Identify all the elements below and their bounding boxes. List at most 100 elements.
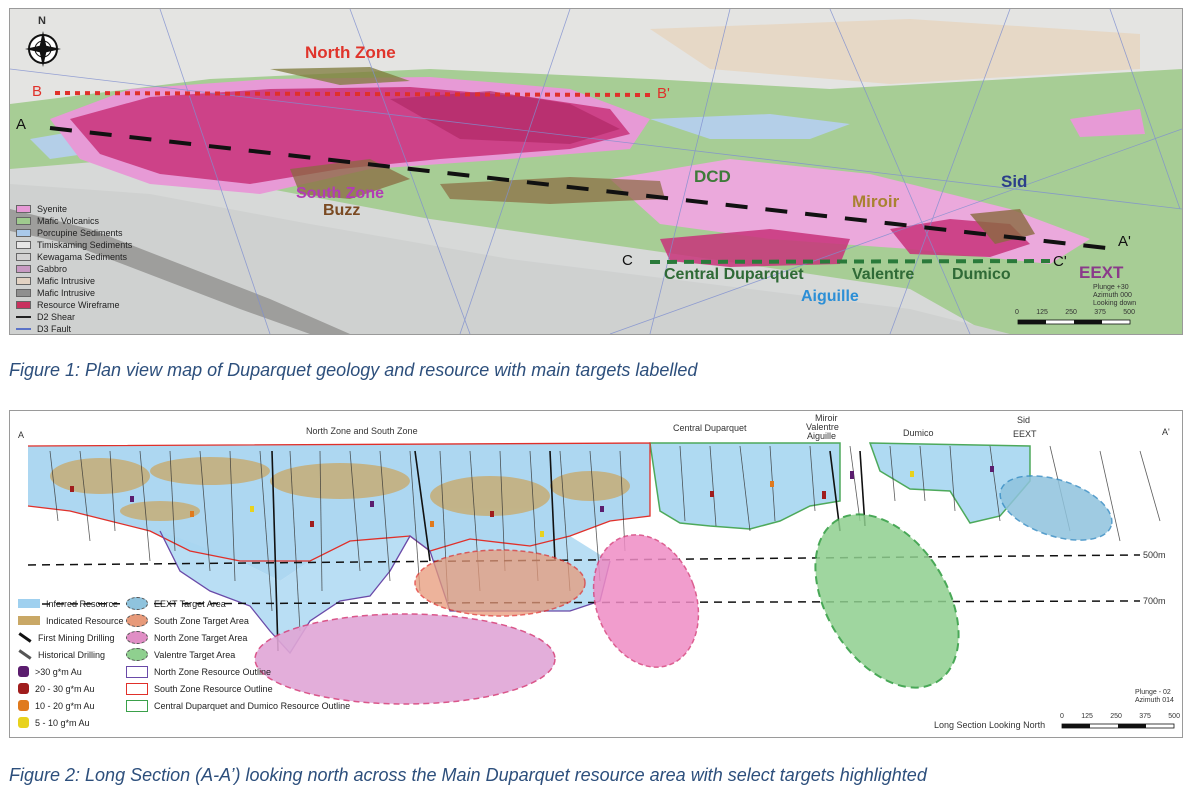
legend-item: Central Duparquet and Dumico Resource Ou… <box>126 697 350 714</box>
legend-swatch <box>18 616 40 625</box>
scale-bar <box>1017 319 1131 325</box>
section-label-b-prime: B' <box>657 85 670 102</box>
target-label-dcd: DCD <box>694 167 731 186</box>
resource-legend: Inferred Resource Indicated Resource First… <box>18 595 124 731</box>
target-label-dumico: Dumico <box>952 266 1011 283</box>
legend-swatch <box>18 649 32 660</box>
legend-swatch <box>126 699 148 712</box>
section-end-right: A' <box>1162 427 1170 437</box>
legend-item: Historical Drilling <box>18 646 124 663</box>
legend-item: Inferred Resource <box>18 595 124 612</box>
legend-item: Gabbro <box>16 263 132 275</box>
legend-label: Historical Drilling <box>38 649 106 660</box>
area-label-dumico: Dumico <box>903 428 934 438</box>
legend-label: Porcupine Sediments <box>37 228 123 238</box>
target-label-miroir: Miroir <box>852 192 900 211</box>
legend-swatch <box>18 683 29 694</box>
legend-swatch <box>16 301 31 309</box>
legend-item: Resource Wireframe <box>16 299 132 311</box>
legend-swatch <box>16 253 31 261</box>
target-label-valentre: Valentre <box>852 266 915 283</box>
legend-item: North Zone Resource Outline <box>126 663 350 680</box>
legend-item: 5 - 10 g*m Au <box>18 714 124 731</box>
legend-label: South Zone Target Area <box>154 615 249 626</box>
legend-label: Timiskaming Sediments <box>37 240 133 250</box>
legend-item: Kewagama Sediments <box>16 251 132 263</box>
legend-label: Indicated Resource <box>46 615 124 626</box>
legend-swatch <box>16 277 31 285</box>
legend-swatch <box>126 614 148 627</box>
legend-swatch <box>18 599 40 608</box>
section-plunge-note: Plunge - 02 Azimuth 014 <box>1135 689 1174 704</box>
target-label-aiguille: Aiguille <box>801 288 859 305</box>
north-arrow-icon <box>25 31 61 67</box>
section-label-a-prime: A' <box>1118 233 1131 250</box>
legend-label: 10 - 20 g*m Au <box>35 700 95 711</box>
legend-swatch <box>18 700 29 711</box>
legend-label: 5 - 10 g*m Au <box>35 717 90 728</box>
legend-label: D2 Shear <box>37 312 76 322</box>
legend-label: North Zone Resource Outline <box>154 666 272 677</box>
area-label-miroir: Miroir <box>815 413 838 423</box>
legend-item: EEXT Target Area <box>126 595 350 612</box>
legend-item: Porcupine Sediments <box>16 227 132 239</box>
legend-swatch <box>16 328 31 330</box>
legend-item: Mafic Intrusive <box>16 275 132 287</box>
legend-item: Timiskaming Sediments <box>16 239 132 251</box>
legend-item: South Zone Resource Outline <box>126 680 350 697</box>
area-label-sid: Sid <box>1017 415 1031 425</box>
area-label-central-duparquet: Central Duparquet <box>673 423 747 433</box>
section-label-a: A <box>16 116 27 133</box>
legend-label: Kewagama Sediments <box>37 252 128 262</box>
section-scale-bar <box>1061 723 1175 729</box>
legend-swatch <box>16 289 31 297</box>
legend-item: D2 Shear <box>16 311 132 323</box>
long-section: A A' North Zone and South Zone Central D… <box>9 410 1183 738</box>
legend-label: >30 g*m Au <box>35 666 82 677</box>
legend-swatch <box>126 597 148 610</box>
area-label-aiguille: Aiguille <box>807 431 837 441</box>
target-label-eext: EEXT <box>1079 263 1124 282</box>
legend-swatch <box>16 229 31 237</box>
legend-swatch <box>16 217 31 225</box>
legend-label: EEXT Target Area <box>154 598 226 609</box>
legend-label: First Mining Drilling <box>38 632 115 643</box>
legend-label: Resource Wireframe <box>37 300 120 310</box>
legend-item: Mafic Intrusive <box>16 287 132 299</box>
depth-label-700: 700m <box>1143 596 1166 606</box>
legend-label: 20 - 30 g*m Au <box>35 683 95 694</box>
geology-legend: Syenite Mafic Volcanics Porcupine Sediment… <box>16 203 132 334</box>
section-label-c-prime: C' <box>1053 253 1067 270</box>
legend-swatch <box>16 316 31 318</box>
legend-item: Syenite <box>16 203 132 215</box>
section-label-b: B <box>32 83 43 100</box>
legend-label: North Zone Target Area <box>154 632 248 643</box>
figure1-caption: Figure 1: Plan view map of Duparquet geo… <box>9 360 698 380</box>
target-label-sid: Sid <box>1001 172 1028 191</box>
legend-label: Central Duparquet and Dumico Resource Ou… <box>154 700 351 711</box>
scale-ticks: 0 125 250 375 500 <box>1015 309 1135 316</box>
plan-view-map: N North Zone South Zone Buzz DCD Miroir … <box>9 8 1183 335</box>
target-label-central-duparquet: Central Duparquet <box>664 266 804 283</box>
legend-swatch <box>16 205 31 213</box>
depth-label-500: 500m <box>1143 550 1166 560</box>
legend-label: D3 Fault <box>37 324 72 334</box>
legend-item: D3 Fault <box>16 323 132 334</box>
legend-item: Mafic Volcanics <box>16 215 132 227</box>
legend-item: Indicated Resource <box>18 612 124 629</box>
target-label-south-zone: South Zone <box>296 185 384 202</box>
north-label: N <box>38 15 46 27</box>
legend-label: Inferred Resource <box>46 598 119 609</box>
legend-label: Mafic Intrusive <box>37 288 96 298</box>
legend-label: Mafic Volcanics <box>37 216 100 226</box>
legend-label: Gabbro <box>37 264 68 274</box>
legend-item: North Zone Target Area <box>126 629 350 646</box>
target-label-buzz: Buzz <box>323 202 361 219</box>
legend-item: First Mining Drilling <box>18 629 124 646</box>
view-note: Long Section Looking North <box>934 720 1046 730</box>
section-scale-ticks: 0 125 250 375 500 <box>1060 713 1180 720</box>
legend-label: South Zone Resource Outline <box>154 683 273 694</box>
geology-map-canvas <box>10 9 1182 334</box>
legend-label: Valentre Target Area <box>154 649 236 660</box>
area-label-valentre: Valentre <box>806 422 839 432</box>
